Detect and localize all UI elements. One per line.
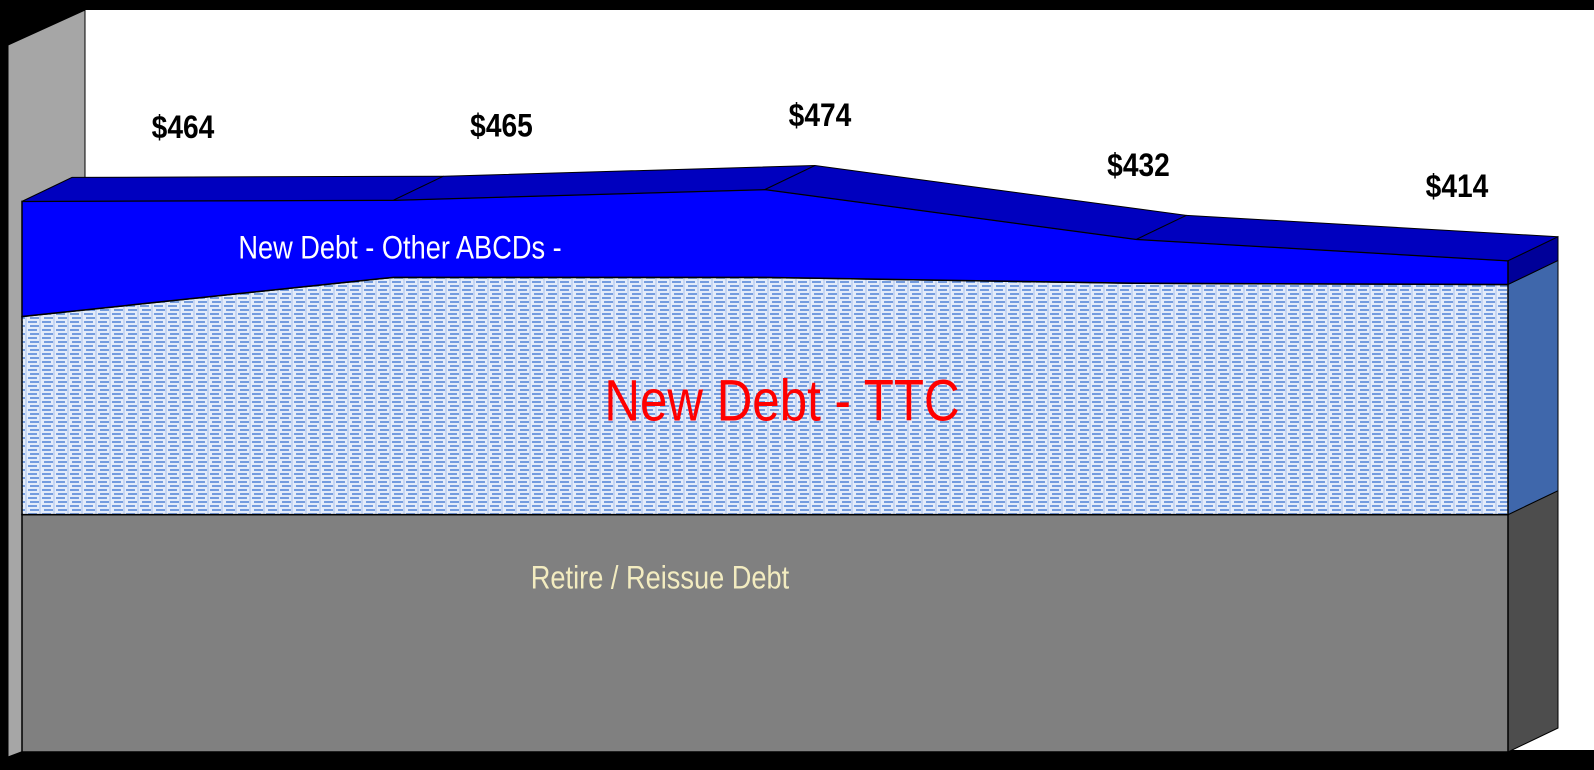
total-label: $474 (789, 98, 852, 133)
top-face (1136, 214, 1559, 262)
plot-area: Retire / Reissue Debt New Debt - TTC New D… (21, 98, 1559, 753)
total-label: $464 (152, 110, 215, 145)
series-label: New Debt - TTC (604, 369, 959, 434)
side-face (1507, 259, 1559, 516)
total-label: $414 (1426, 170, 1489, 205)
area (21, 513, 1509, 753)
top-face (21, 175, 444, 202)
total-label: $432 (1107, 148, 1170, 183)
series-label: Retire / Reissue Debt (531, 560, 790, 596)
side-face (1507, 489, 1559, 753)
series-label: New Debt - Other ABCDs - (238, 230, 561, 266)
total-label: $465 (470, 109, 533, 144)
